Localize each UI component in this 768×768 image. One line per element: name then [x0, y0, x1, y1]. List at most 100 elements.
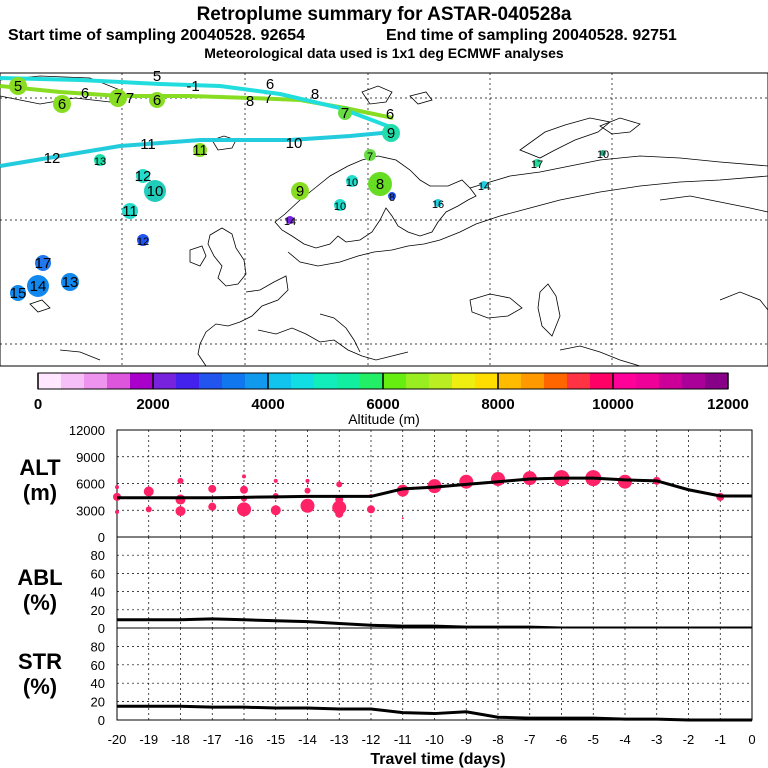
trajectory-top-cyan [0, 76, 394, 130]
trajectory-day-label: 6 [386, 106, 394, 123]
alt-cluster-dot [304, 487, 311, 494]
panel-y-tick-label: 80 [91, 548, 105, 563]
panel-y-tick-label: 40 [91, 585, 105, 600]
alt-cluster-dot [459, 474, 474, 489]
colorbar-swatch [406, 373, 430, 389]
map-cluster-label: 17 [531, 159, 543, 171]
colorbar-swatch [521, 373, 545, 389]
colorbar-swatch [61, 373, 85, 389]
map-coastlines [0, 75, 768, 367]
map-cluster-circle [136, 169, 150, 183]
colorbar-swatch [268, 373, 292, 389]
met-data-label: Meteorological data used is 1x1 deg ECMW… [204, 45, 564, 61]
trajectory-day-label: 6 [81, 85, 89, 102]
map-cluster-label: 7 [367, 151, 373, 163]
alt-cluster-dot [237, 502, 251, 517]
colorbar-swatch [176, 373, 200, 389]
map-cluster-label: 10 [147, 183, 164, 200]
alt-cluster-dot [300, 498, 315, 513]
map-cluster-circle [10, 285, 26, 301]
trajectory-day-label: 8 [246, 93, 254, 110]
map-cluster-label: 8 [376, 176, 384, 193]
panel-y-tick-label: 40 [91, 676, 105, 691]
map-cluster-label: 9 [296, 183, 304, 200]
panel-alt: 12000 9000 6000 3000 0 ALT(m) [19, 423, 753, 545]
x-tick-label: -4 [619, 732, 631, 747]
colorbar-swatch [84, 373, 108, 389]
map-cluster-label: 15 [10, 285, 27, 302]
panel-label-unit: (m) [23, 480, 57, 505]
trajectory-day-label: 10 [286, 135, 303, 152]
alt-cluster-dot [336, 481, 343, 488]
map-cluster-circle [388, 192, 396, 200]
map-cluster-label: 11 [122, 203, 138, 220]
alt-cluster-dot [401, 517, 404, 520]
map-cluster-circle [334, 199, 346, 211]
map-cluster-circle [368, 172, 392, 196]
alt-cluster-dot [273, 478, 278, 483]
map-cluster-circle [144, 180, 166, 202]
map-cluster-circle [94, 154, 106, 166]
map-cluster-circle [364, 149, 376, 161]
str-line [117, 704, 752, 722]
map-cluster-label: 5 [14, 78, 22, 95]
colorbar-swatch [636, 373, 660, 389]
panel-y-tick-label: 80 [91, 639, 105, 654]
trajectory-day-label: 5 [153, 68, 161, 85]
colorbar-axis-label: Altitude (m) [348, 411, 420, 427]
trajectory-day-label: 6 [266, 76, 274, 93]
map-cluster-circle [122, 203, 138, 219]
map-cluster-label: 16 [432, 199, 444, 211]
alt-cluster-dot [177, 477, 184, 484]
map-cluster-circle [338, 106, 352, 120]
alt-cluster-dot [367, 505, 375, 514]
map-cluster-circle [27, 275, 49, 297]
alt-cluster-dot [175, 494, 186, 505]
alt-cluster-dot [240, 485, 248, 494]
colorbar-swatch [383, 373, 407, 389]
x-tick-label: -13 [330, 732, 349, 747]
colorbar-swatch [567, 373, 591, 389]
colorbar-swatch [130, 373, 154, 389]
map-cluster-circle [434, 199, 442, 207]
alt-cluster-dot [115, 510, 119, 515]
figure-title: Retroplume summary for ASTAR-040528a [197, 4, 572, 25]
panel-y-tick-label: 3000 [76, 503, 105, 518]
x-tick-label: -1 [714, 732, 726, 747]
x-tick-label: -12 [362, 732, 381, 747]
map-frame [0, 72, 768, 367]
panel-label-name: STR [18, 649, 62, 674]
alt-cluster-dot [335, 509, 344, 518]
colorbar-tick-label: 6000 [366, 396, 399, 413]
colorbar-swatch [199, 373, 223, 389]
map-cluster-circle [480, 181, 488, 189]
map-cluster-label: 17 [35, 255, 52, 272]
colorbar-swatch [498, 373, 522, 389]
map-cluster-circle [149, 92, 165, 108]
alt-cluster-dot [270, 505, 281, 516]
map-cluster-circle [600, 150, 606, 156]
colorbar-swatch [38, 373, 62, 389]
x-tick-label: -20 [108, 732, 127, 747]
trajectory-day-label: 7 [126, 90, 134, 107]
map-cluster-label: 8 [389, 192, 395, 204]
map-cluster-circle [346, 175, 358, 187]
colorbar-swatch [544, 373, 568, 389]
x-tick-label: -7 [524, 732, 536, 747]
x-tick-label: -8 [492, 732, 504, 747]
map-cluster-label: 9 [387, 125, 395, 142]
colorbar-tick-label: 0 [34, 396, 42, 413]
panel-y-tick-label: 6000 [76, 477, 105, 492]
timeseries-panels: 120009000600030000ALT(m)806040200ABL(%)8… [17, 423, 755, 747]
alt-cluster-dot [305, 478, 310, 483]
map-cluster-label: 13 [94, 156, 106, 168]
panel-y-tick-label: 0 [98, 530, 105, 545]
colorbar-tick-label: 12000 [707, 396, 749, 413]
x-tick-label: -14 [298, 732, 317, 747]
map-cluster-circle [9, 77, 27, 95]
map-cluster-label: 7 [114, 90, 122, 107]
panel-y-tick-label: 0 [98, 713, 105, 728]
panel-y-tick-label: 60 [91, 566, 105, 581]
